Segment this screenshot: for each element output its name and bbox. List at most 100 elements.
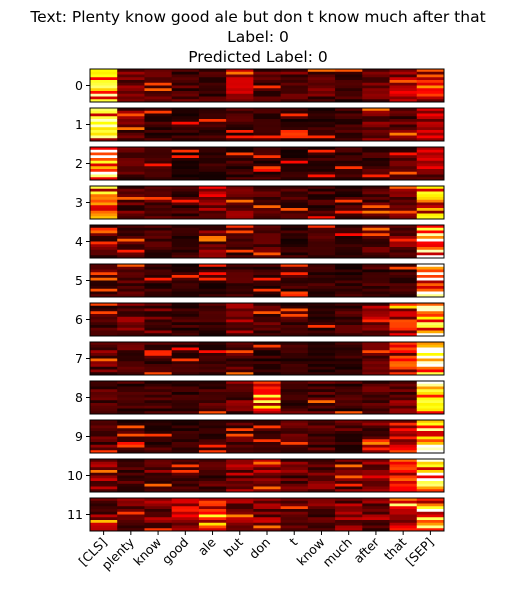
heatmap-cell [117, 486, 145, 490]
heatmap-cell [280, 269, 309, 273]
heatmap-cell [144, 266, 173, 270]
heatmap-cell [416, 130, 445, 134]
heatmap-cell [280, 135, 309, 139]
heatmap-cell [171, 255, 200, 259]
heatmap-cell [280, 459, 309, 463]
heatmap-cell [90, 124, 118, 128]
heatmap-cell [198, 461, 227, 465]
heatmap-cell [362, 386, 390, 390]
heatmap-cell [362, 177, 390, 181]
heatmap-cell [307, 277, 336, 281]
heatmap-cell [416, 442, 445, 446]
heatmap-cell [335, 322, 363, 326]
heatmap-cell [335, 199, 363, 203]
heatmap-cell [253, 350, 282, 354]
heatmap-cell [226, 436, 254, 440]
heatmap-cell [253, 174, 282, 178]
heatmap-cell [253, 138, 282, 142]
heatmap-cell [307, 436, 336, 440]
heatmap-cell [416, 316, 445, 320]
heatmap-cell [198, 88, 227, 92]
heatmap-cell [389, 478, 418, 482]
heatmap-cell [416, 459, 445, 463]
heatmap-cell [226, 528, 254, 532]
heatmap-cell [362, 478, 390, 482]
heatmap-cell [389, 392, 418, 396]
heatmap-cell [117, 160, 145, 164]
heatmap-cell [416, 174, 445, 178]
heatmap-cell [280, 319, 309, 323]
heatmap-cell [280, 303, 309, 307]
heatmap-cell [144, 205, 173, 209]
heatmap-cell [389, 305, 418, 309]
heatmap-cell [280, 500, 309, 504]
heatmap-cell [198, 158, 227, 162]
heatmap-cell [90, 138, 118, 142]
heatmap-cell [253, 202, 282, 206]
heatmap-cell [280, 188, 309, 192]
heatmap-cell [280, 194, 309, 198]
heatmap-cell [171, 80, 200, 84]
heatmap-cell [198, 436, 227, 440]
heatmap-cell [253, 291, 282, 295]
heatmap-cell [307, 216, 336, 220]
heatmap-cell [226, 400, 254, 404]
heatmap-cell [335, 514, 363, 518]
heatmap-cell [416, 135, 445, 139]
heatmap-cell [226, 355, 254, 359]
heatmap-cell [307, 208, 336, 212]
heatmap-cell [416, 160, 445, 164]
layer-panel: 10 [67, 458, 445, 493]
heatmap-cell [226, 470, 254, 474]
heatmap-cell [362, 269, 390, 273]
heatmap-cell [335, 517, 363, 521]
heatmap-cell [198, 383, 227, 387]
heatmap-cell [198, 149, 227, 153]
heatmap-cell [117, 520, 145, 524]
heatmap-cell [117, 442, 145, 446]
heatmap-cell [198, 319, 227, 323]
heatmap-cell [171, 350, 200, 354]
heatmap-cell [253, 514, 282, 518]
heatmap-cell [389, 249, 418, 253]
heatmap-cell [389, 241, 418, 245]
heatmap-cell [362, 397, 390, 401]
heatmap-cell [253, 344, 282, 348]
heatmap-cell [335, 408, 363, 412]
heatmap-cell [226, 489, 254, 493]
heatmap-cell [307, 241, 336, 245]
heatmap-cell [198, 186, 227, 190]
heatmap-cell [307, 283, 336, 287]
heatmap-cell [253, 506, 282, 510]
heatmap-cell [171, 305, 200, 309]
y-tick-label: 11 [67, 507, 83, 522]
heatmap-cell [335, 186, 363, 190]
heatmap-cell [198, 450, 227, 454]
heatmap-cell [171, 113, 200, 117]
heatmap-cell [171, 135, 200, 139]
heatmap-cell [226, 96, 254, 100]
heatmap-cell [335, 314, 363, 318]
heatmap-cell [117, 475, 145, 479]
heatmap-cell [389, 74, 418, 78]
heatmap-cell [416, 364, 445, 368]
heatmap-cell [198, 520, 227, 524]
heatmap-cell [253, 525, 282, 529]
heatmap-cell [117, 121, 145, 125]
heatmap-cell [280, 314, 309, 318]
heatmap-cell [117, 394, 145, 398]
heatmap-cell [171, 478, 200, 482]
heatmap-cell [117, 177, 145, 181]
heatmap-cell [226, 342, 254, 346]
heatmap-cell [416, 208, 445, 212]
heatmap-cell [362, 403, 390, 407]
heatmap-cell [90, 316, 118, 320]
heatmap-cell [335, 350, 363, 354]
heatmap-cell [117, 110, 145, 114]
heatmap-cell [362, 525, 390, 529]
heatmap-cell [171, 121, 200, 125]
heatmap-cell [389, 344, 418, 348]
heatmap-cell [226, 208, 254, 212]
heatmap-cell [171, 225, 200, 229]
heatmap-cell [280, 472, 309, 476]
